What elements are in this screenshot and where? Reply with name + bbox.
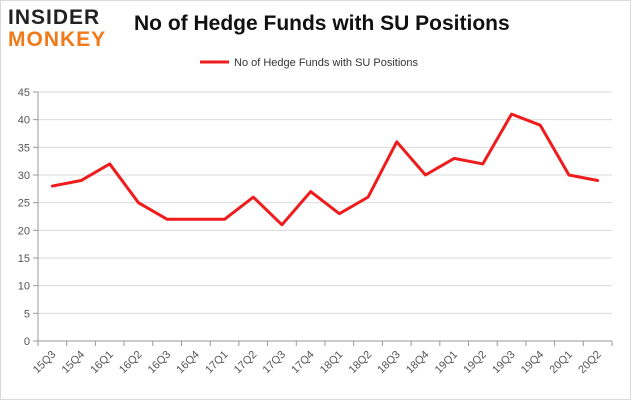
y-tick-label: 5: [24, 308, 30, 320]
x-tick-label: 16Q1: [88, 349, 116, 377]
y-tick-label: 25: [18, 198, 30, 210]
series-line: [50, 112, 600, 227]
x-tick-label: 15Q4: [60, 349, 88, 377]
x-tick-label: 20Q1: [548, 349, 576, 377]
x-tick-label: 15Q3: [31, 349, 59, 377]
x-tick-label: 20Q2: [576, 349, 604, 377]
x-tick-label: 19Q1: [433, 349, 461, 377]
x-tick-label: 18Q4: [404, 349, 432, 377]
x-tick-label: 19Q4: [519, 349, 547, 377]
legend: No of Hedge Funds with SU Positions: [200, 57, 419, 69]
x-tick-label: 18Q3: [375, 349, 403, 377]
x-tick-label: 17Q4: [289, 349, 317, 377]
x-tick-label: 19Q3: [490, 349, 518, 377]
y-tick-label: 15: [18, 253, 30, 265]
legend-label: No of Hedge Funds with SU Positions: [234, 57, 419, 69]
x-tick-label: 18Q2: [347, 349, 375, 377]
x-tick-label: 19Q2: [461, 349, 489, 377]
y-tick-label: 45: [18, 87, 30, 99]
x-tick-label: 17Q3: [261, 349, 289, 377]
x-tick-label: 18Q1: [318, 349, 346, 377]
y-tick-label: 0: [24, 336, 30, 348]
y-tick-labels: 0 5 10 15 20 25 30 35 40 45: [18, 87, 30, 348]
y-tick-label: 10: [18, 281, 30, 293]
x-tick-labels: 15Q3 15Q4 16Q1 16Q2 16Q3 16Q4 17Q1 17Q2 17Q3 17Q4…: [31, 349, 604, 377]
x-tick-label: 17Q2: [232, 349, 260, 377]
x-tick-label: 16Q4: [174, 349, 202, 377]
axes: [33, 91, 613, 346]
x-tick-label: 17Q1: [203, 349, 231, 377]
y-tick-label: 40: [18, 115, 30, 127]
x-tick-label: 16Q3: [146, 349, 174, 377]
x-tick-label: 16Q2: [117, 349, 145, 377]
chart-title: No of Hedge Funds with SU Positions: [134, 12, 510, 35]
logo-text-bottom: MONKEY: [8, 28, 107, 51]
y-tick-label: 30: [18, 170, 30, 182]
series-lines: [50, 112, 600, 227]
y-tick-label: 20: [18, 225, 30, 237]
y-tick-label: 35: [18, 142, 30, 154]
insider-monkey-logo: INSIDER MONKEY: [8, 6, 118, 52]
logo-text-top: INSIDER: [8, 6, 101, 29]
